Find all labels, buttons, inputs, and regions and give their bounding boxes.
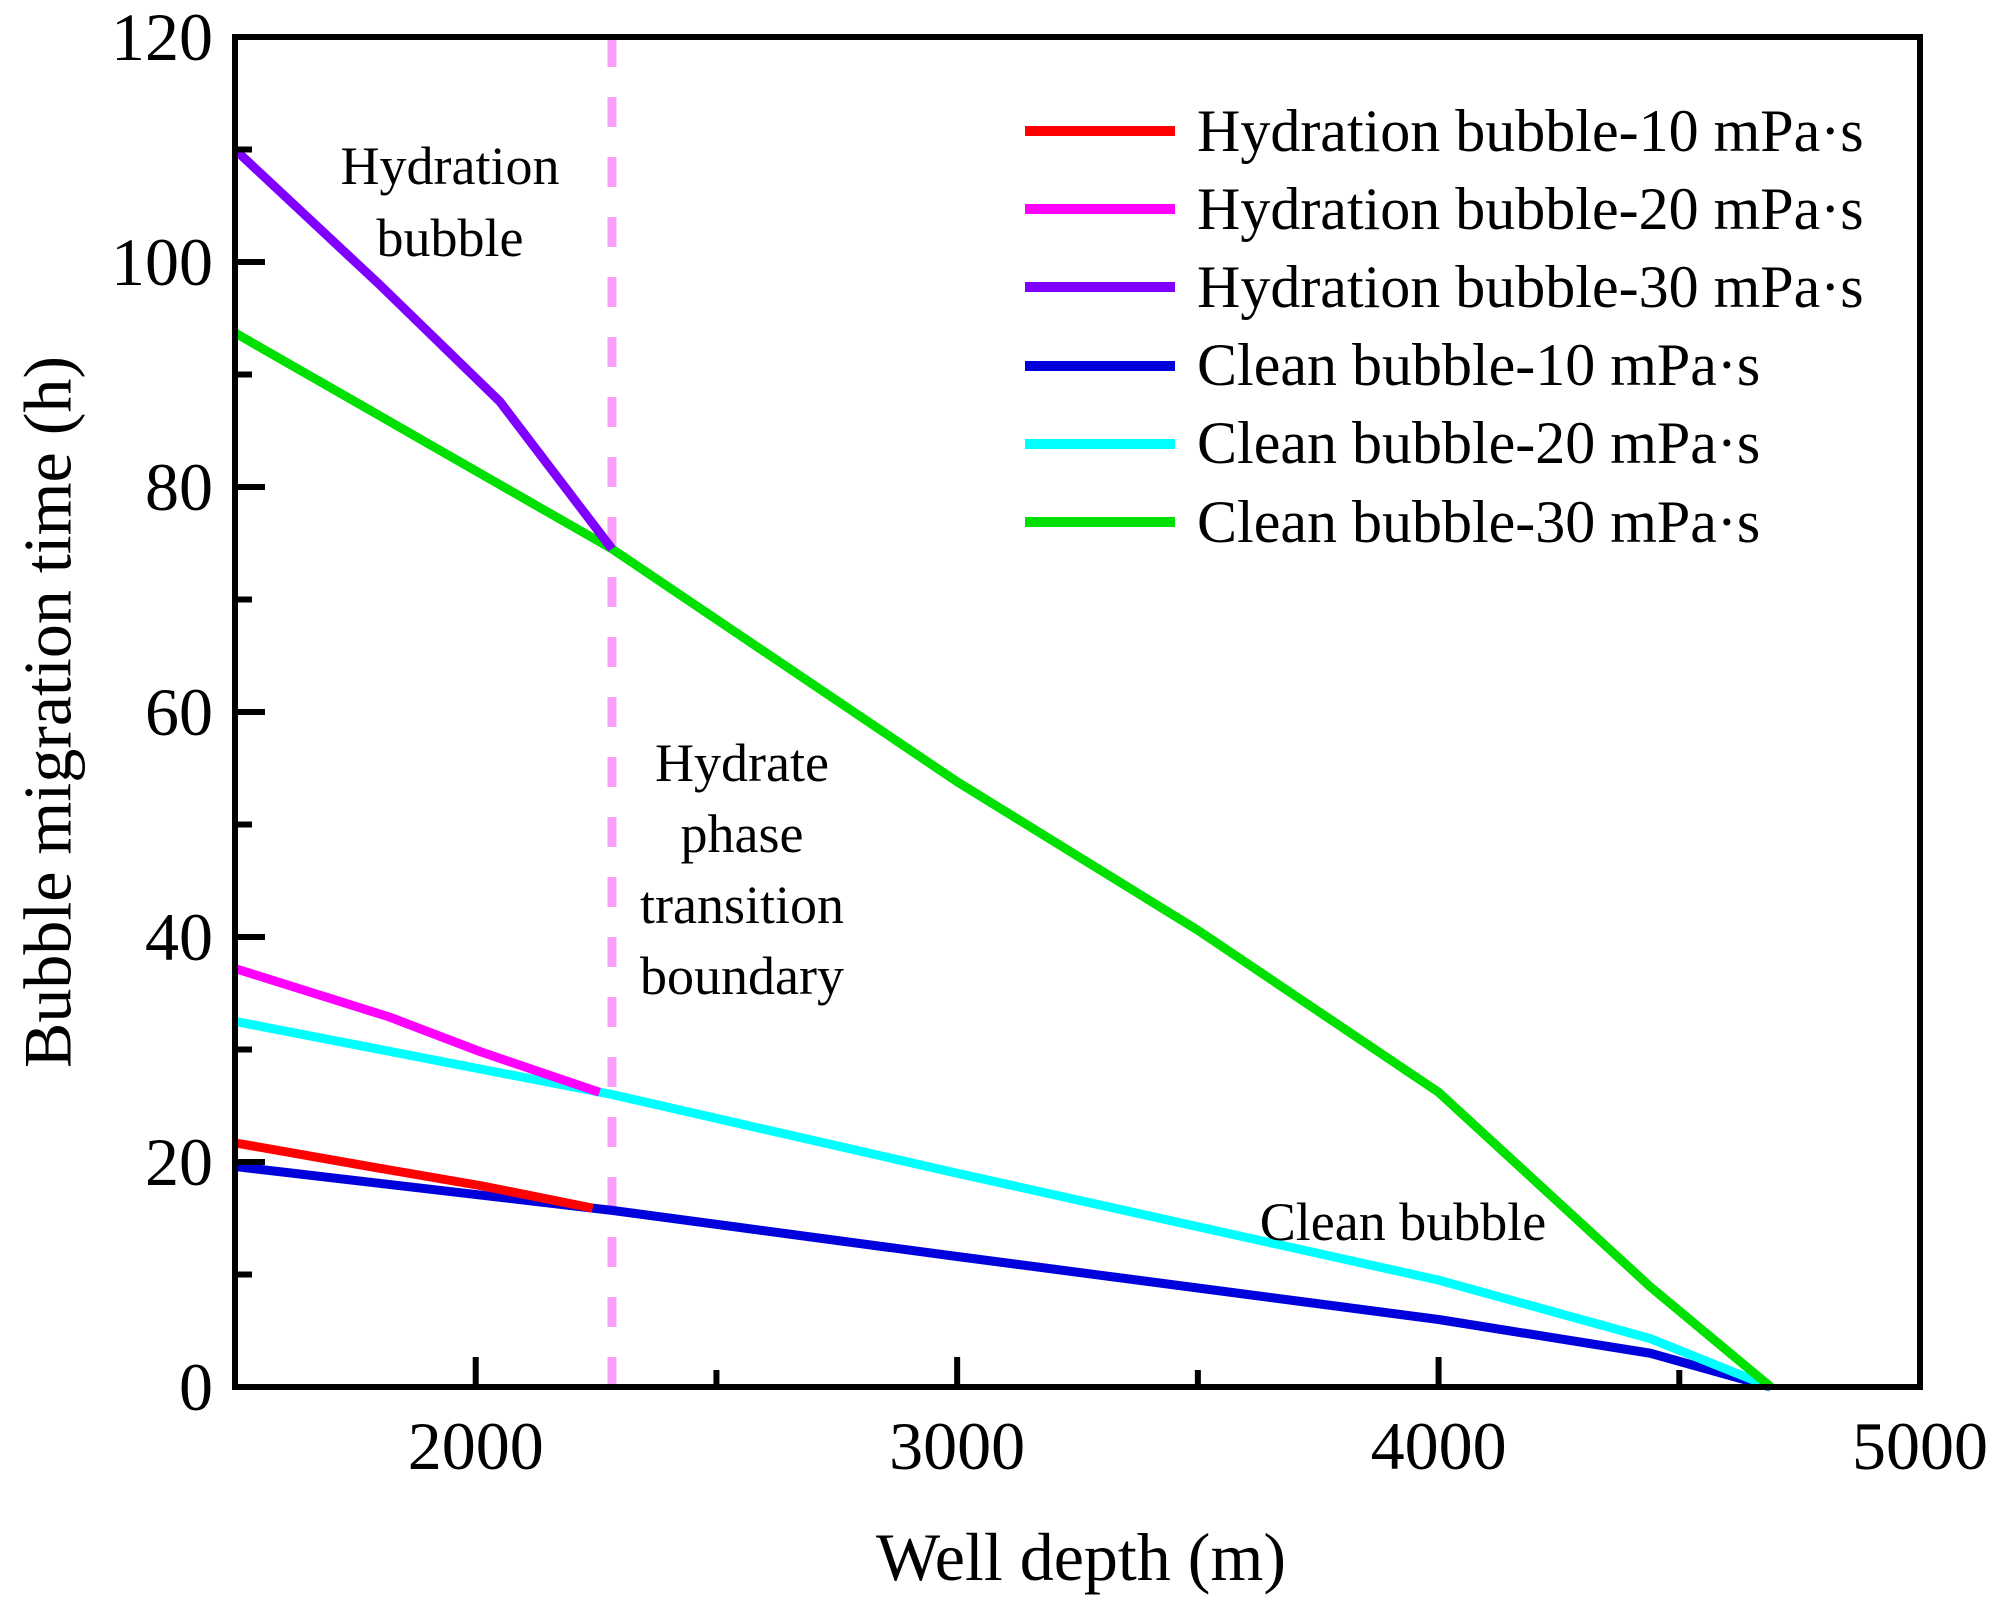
series-line-hydration-bubble-10-mpa-s — [234, 1138, 594, 1213]
annotation-phase-boundary-line4: boundary — [640, 946, 844, 1006]
annotation-clean-bubble: Clean bubble — [1260, 1186, 1546, 1258]
annotation-hydration-bubble-line2: bubble — [376, 208, 524, 268]
x-tick-label: 2000 — [408, 1408, 544, 1484]
series-line-hydration-bubble-30-mpa-s — [231, 146, 616, 552]
legend-swatch — [1025, 517, 1175, 527]
x-tick-label: 4000 — [1371, 1408, 1507, 1484]
legend-swatch — [1025, 360, 1175, 371]
y-tick-label: 20 — [145, 1124, 213, 1200]
legend-item-clean-bubble-20-mpa-s: Clean bubble-20 mPa·s — [1025, 405, 1760, 483]
annotation-phase-boundary-line2: phase — [680, 804, 804, 864]
legend-label: Hydration bubble-20 mPa·s — [1197, 175, 1864, 242]
legend-swatch — [1025, 282, 1175, 293]
y-tick-label: 120 — [111, 0, 213, 75]
legend-item-clean-bubble-10-mpa-s: Clean bubble-10 mPa·s — [1025, 327, 1760, 405]
y-tick-label: 60 — [145, 674, 213, 750]
x-tick-label: 3000 — [889, 1408, 1025, 1484]
legend-label: Clean bubble-30 mPa·s — [1197, 488, 1761, 555]
legend-item-hydration-bubble-30-mpa-s: Hydration bubble-30 mPa·s — [1025, 248, 1864, 326]
series-line-clean-bubble-20-mpa-s — [234, 1016, 1773, 1392]
legend-swatch — [1025, 438, 1175, 449]
y-axis-title: Bubble migration time (h) — [9, 356, 86, 1068]
annotation-phase-boundary: Hydrate phase transition boundary — [640, 728, 844, 1012]
legend-item-hydration-bubble-10-mpa-s: Hydration bubble-10 mPa·s — [1025, 92, 1864, 170]
annotation-phase-boundary-line1: Hydrate — [655, 733, 829, 793]
y-tick-label: 40 — [145, 899, 213, 975]
legend-item-hydration-bubble-20-mpa-s: Hydration bubble-20 mPa·s — [1025, 170, 1864, 248]
legend-swatch — [1025, 204, 1175, 215]
legend-label: Hydration bubble-10 mPa·s — [1197, 97, 1864, 164]
legend-label: Clean bubble-10 mPa·s — [1197, 332, 1761, 399]
annotation-hydration-bubble-line1: Hydration — [340, 136, 560, 196]
y-tick-label: 80 — [145, 449, 213, 525]
legend-label: Clean bubble-20 mPa·s — [1197, 410, 1761, 477]
y-tick-label: 0 — [179, 1349, 213, 1425]
legend-label: Hydration bubble-30 mPa·s — [1197, 253, 1864, 320]
series-line-hydration-bubble-20-mpa-s — [233, 964, 601, 1097]
x-tick-label: 5000 — [1852, 1408, 1988, 1484]
legend-item-clean-bubble-30-mpa-s: Clean bubble-30 mPa·s — [1025, 483, 1760, 561]
x-axis-title: Well depth (m) — [876, 1519, 1286, 1595]
y-tick-label: 100 — [111, 224, 213, 300]
annotation-phase-boundary-line3: transition — [640, 875, 844, 935]
legend-swatch — [1025, 126, 1175, 136]
annotation-clean-bubble-text: Clean bubble — [1259, 1192, 1547, 1252]
annotation-hydration-bubble: Hydration bubble — [341, 130, 560, 274]
